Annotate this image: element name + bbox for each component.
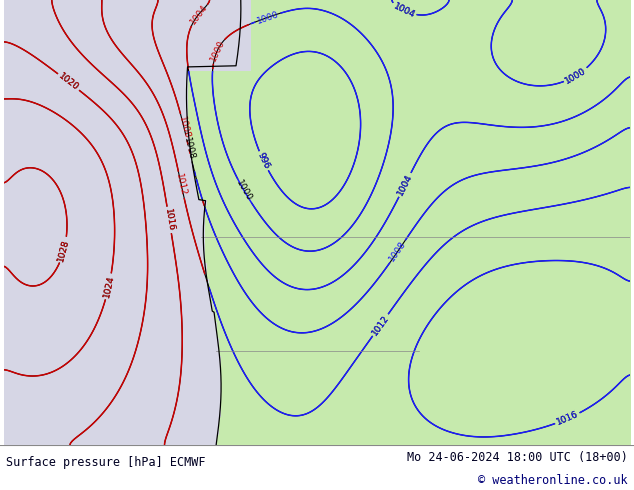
Text: 1008: 1008 [177, 115, 191, 139]
Text: 1016: 1016 [163, 208, 176, 232]
Text: 1000: 1000 [564, 66, 588, 85]
Text: 1004: 1004 [396, 172, 414, 197]
Text: 996: 996 [256, 151, 271, 171]
Text: 1000: 1000 [209, 39, 226, 63]
Text: 1020: 1020 [57, 72, 81, 93]
Text: 1004: 1004 [396, 172, 414, 197]
Text: 1028: 1028 [56, 238, 71, 262]
Text: Surface pressure [hPa] ECMWF: Surface pressure [hPa] ECMWF [6, 456, 206, 468]
Text: 1024: 1024 [102, 274, 115, 298]
Text: 1024: 1024 [102, 274, 115, 298]
Text: 1020: 1020 [57, 72, 81, 93]
Text: 1012: 1012 [370, 313, 391, 337]
Text: 1012: 1012 [174, 173, 188, 197]
Text: 1016: 1016 [163, 208, 176, 232]
Text: 1000: 1000 [235, 179, 254, 203]
Text: © weatheronline.co.uk: © weatheronline.co.uk [478, 473, 628, 487]
Text: 1004: 1004 [392, 1, 417, 20]
Text: 1000: 1000 [256, 9, 280, 25]
Text: 1008: 1008 [387, 240, 408, 264]
Text: 1008: 1008 [182, 136, 196, 161]
Text: 1004: 1004 [392, 1, 417, 20]
Text: 1004: 1004 [188, 3, 209, 26]
Text: 1012: 1012 [370, 313, 391, 337]
Text: 996: 996 [256, 151, 271, 171]
Text: 1016: 1016 [555, 410, 580, 427]
Text: 1000: 1000 [564, 66, 588, 85]
Text: 1016: 1016 [555, 410, 580, 427]
Text: 1028: 1028 [56, 238, 71, 262]
Text: Mo 24-06-2024 18:00 UTC (18+00): Mo 24-06-2024 18:00 UTC (18+00) [407, 451, 628, 464]
